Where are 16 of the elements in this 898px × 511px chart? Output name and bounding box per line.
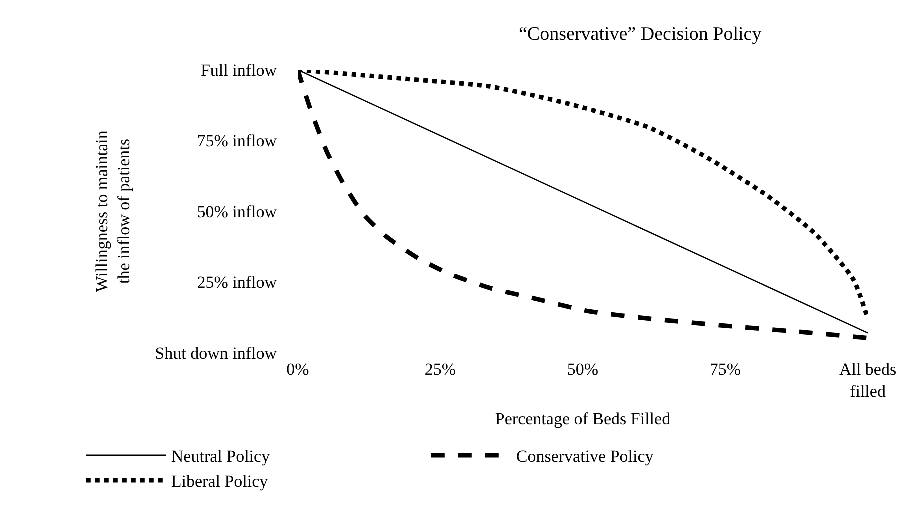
- legend-label: Liberal Policy: [171, 472, 269, 492]
- y-tick-label: 75% inflow: [197, 132, 278, 151]
- y-axis-title: Willingness to maintain the inflow of patients: [92, 130, 134, 292]
- legend-label: Conservative Policy: [516, 447, 654, 466]
- x-tick-label: 75%: [710, 360, 742, 379]
- x-tick-label: 50%: [567, 360, 599, 379]
- x-axis-title: Percentage of Beds Filled: [495, 410, 672, 428]
- y-tick-label: Full inflow: [200, 60, 278, 80]
- y-tick-label: 50% inflow: [197, 202, 278, 222]
- x-tick-label: 25%: [424, 360, 456, 379]
- y-tick-label: Shut down inflow: [155, 344, 278, 363]
- y-tick-label: 25% inflow: [197, 273, 278, 292]
- x-tick-label: 0%: [286, 360, 310, 379]
- legend-label: Neutral Policy: [171, 447, 271, 466]
- x-tick-label: All beds filled: [839, 360, 897, 402]
- chart-subtitle: “Conservative” Decision Policy: [519, 24, 762, 45]
